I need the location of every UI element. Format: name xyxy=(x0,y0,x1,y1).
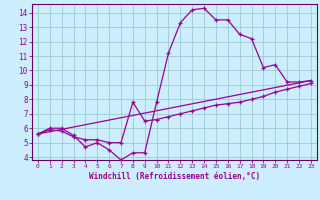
X-axis label: Windchill (Refroidissement éolien,°C): Windchill (Refroidissement éolien,°C) xyxy=(89,172,260,181)
